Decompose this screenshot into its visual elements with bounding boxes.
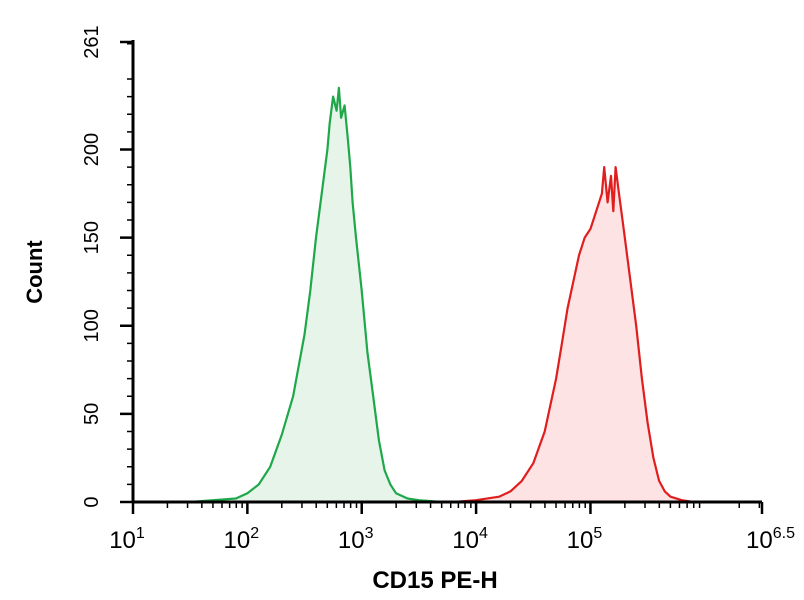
y-axis-ticks: 0 50 100 150 200 261 [81, 25, 133, 508]
y-tick-label: 0 [81, 496, 103, 507]
x-tick-label: 105 [567, 525, 603, 554]
x-tick-label: 103 [338, 525, 374, 554]
y-tick-label: 261 [81, 25, 103, 58]
y-tick-label: 100 [81, 309, 103, 342]
x-tick-label: 104 [452, 525, 488, 554]
x-axis-title: CD15 PE-H [372, 567, 497, 594]
series-1-line [133, 86, 477, 504]
series-1-fill [133, 87, 477, 503]
plot-area [133, 86, 705, 504]
y-tick-label: 200 [81, 133, 103, 166]
x-tick-label: 106.5 [746, 525, 795, 554]
y-axis-title: Count [22, 240, 47, 304]
y-tick-label: 150 [81, 221, 103, 254]
y-tick-label: 50 [81, 403, 103, 425]
series-2-line [453, 166, 705, 504]
x-axis-ticks: 101 102 103 104 105 106.5 [109, 502, 795, 554]
series-2-fill [453, 167, 705, 502]
x-tick-label: 102 [224, 525, 260, 554]
x-tick-label: 101 [109, 525, 145, 554]
